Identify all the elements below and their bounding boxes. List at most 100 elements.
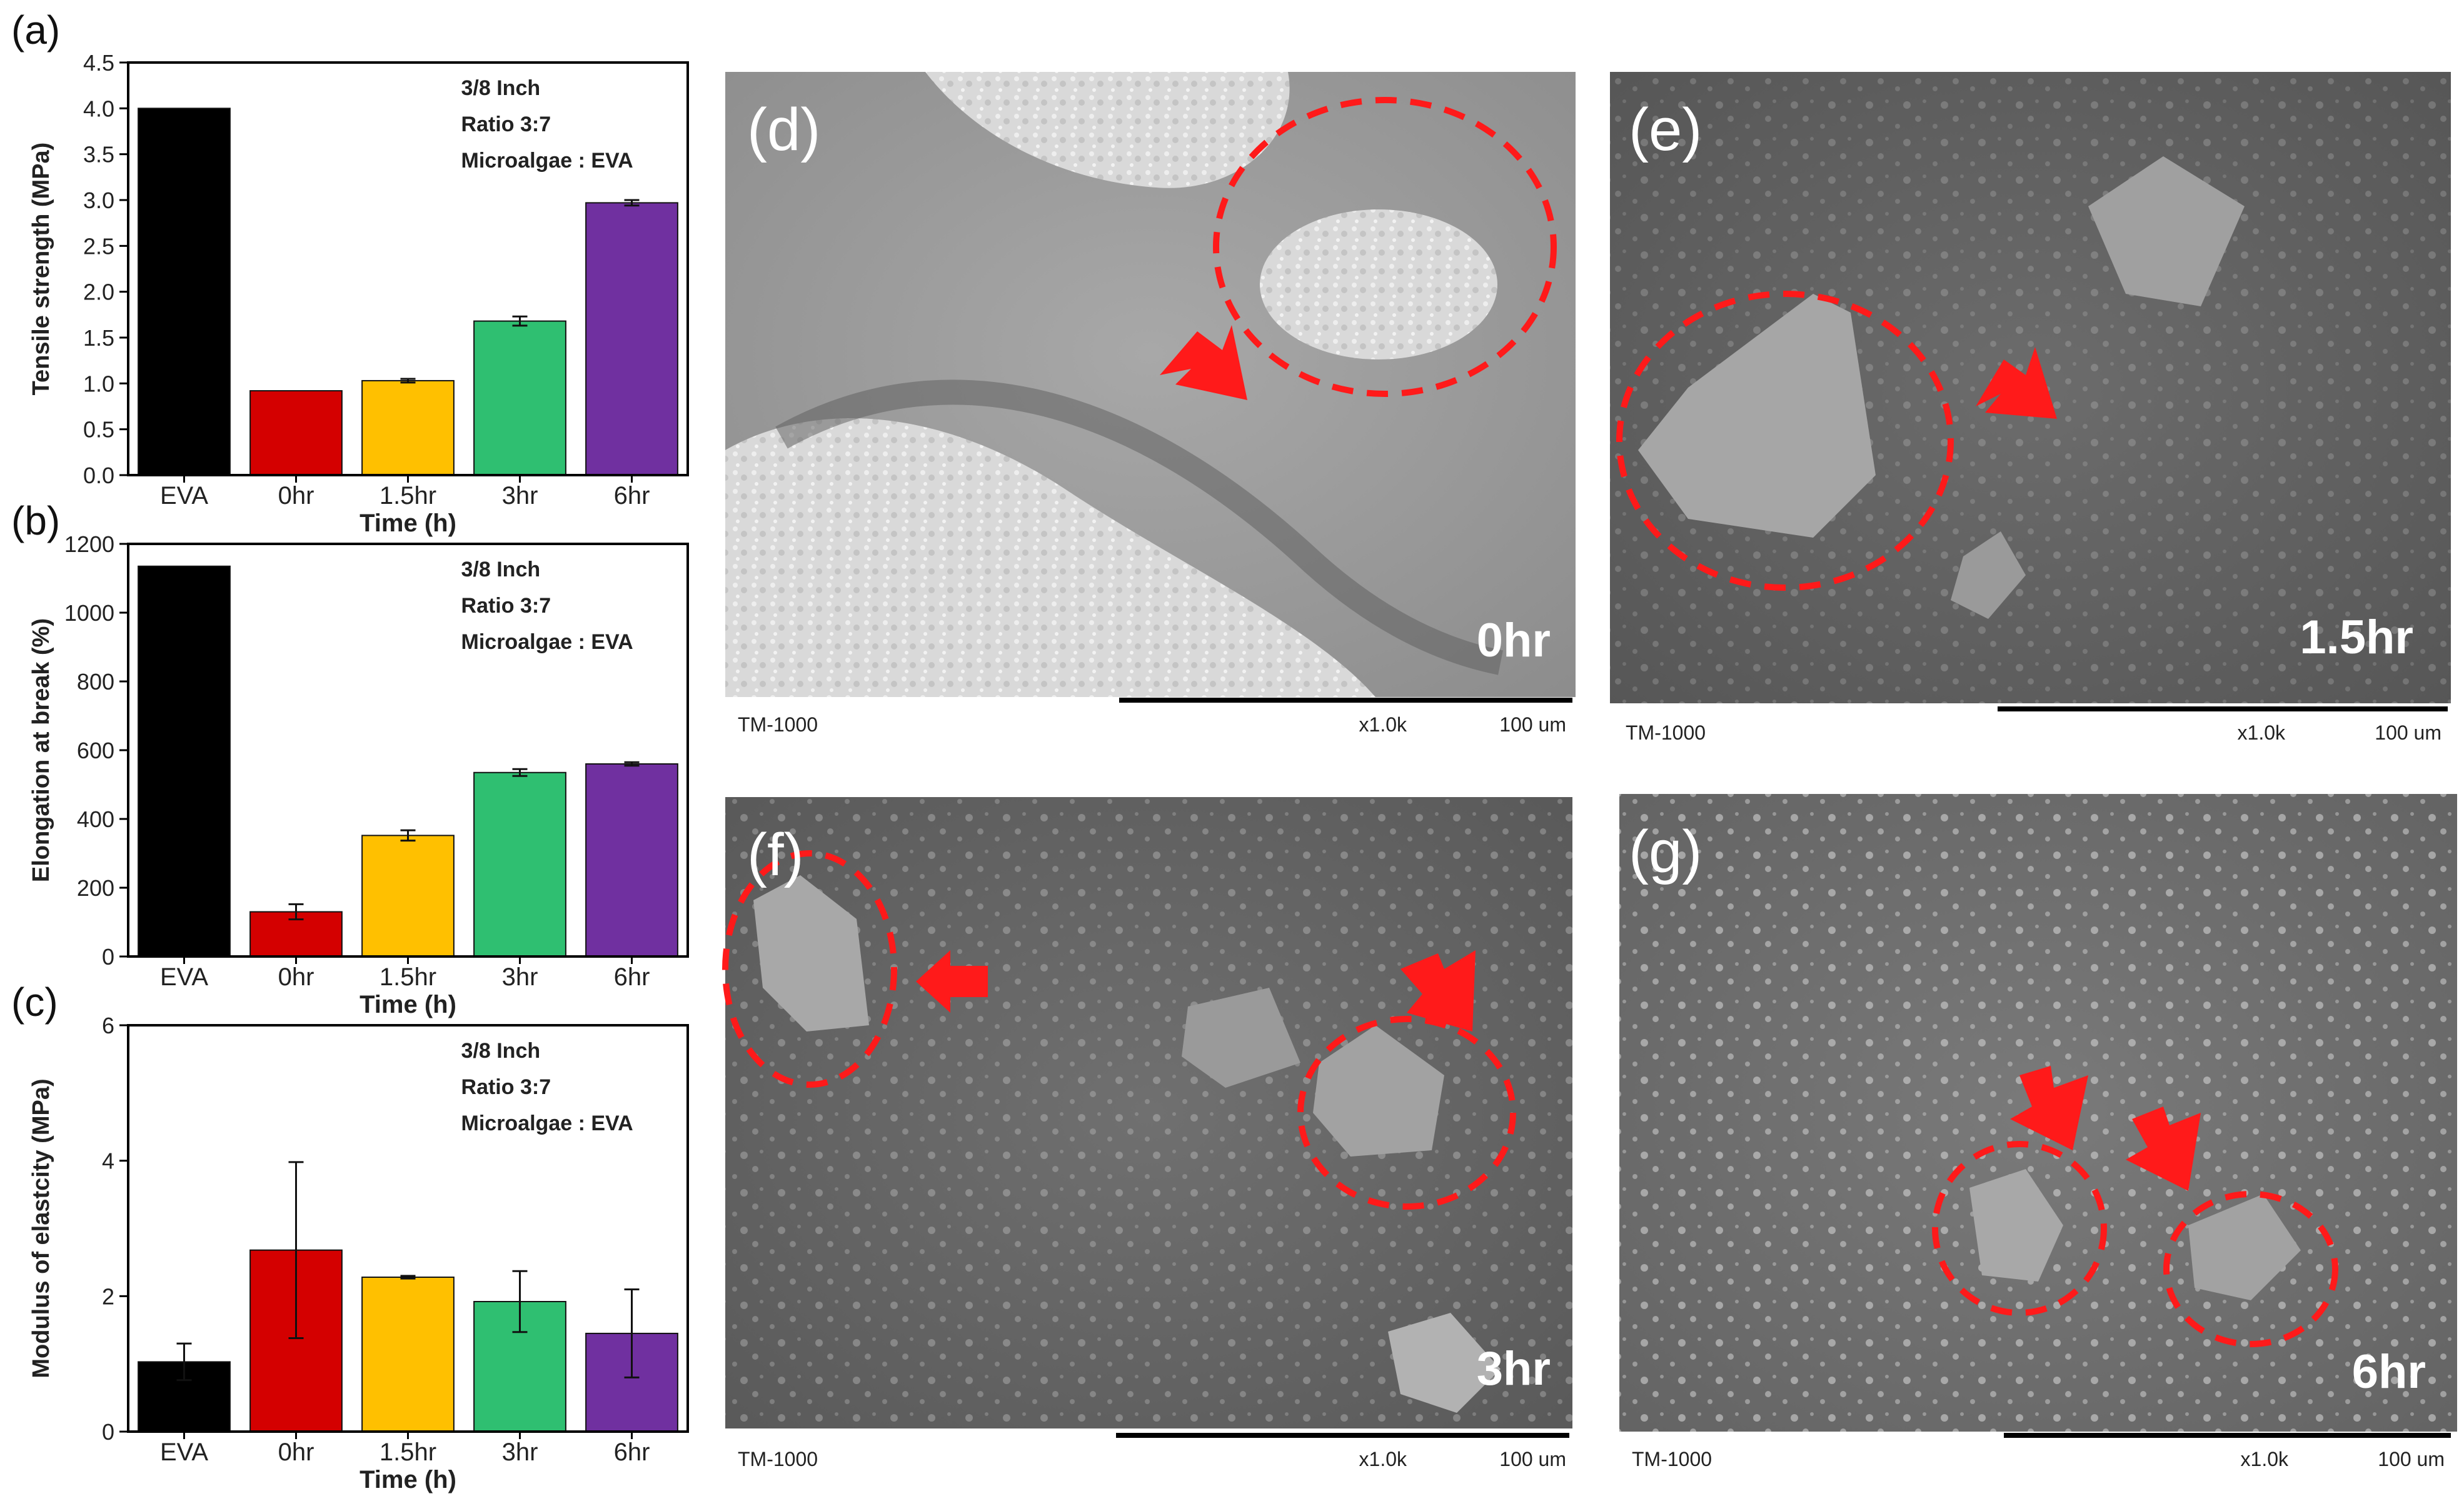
- x-tick-label: 3hr: [502, 482, 538, 510]
- x-tick-label: 3hr: [502, 1438, 538, 1466]
- sem-particle-left: [1969, 1169, 2063, 1282]
- sem-particle-right: [1313, 1025, 1444, 1157]
- sem-scale-bar: [1116, 1433, 1569, 1438]
- bar-3hr: [473, 771, 566, 957]
- y-tick-label: 3.0: [83, 188, 114, 213]
- x-tick-label: 1.5hr: [380, 963, 436, 991]
- x-tick-label: 6hr: [614, 963, 650, 991]
- y-ticks-group: 0.0 0.5 1.0 1.5 2.0 2.5 3.0 3.5 4.0 4.5: [83, 50, 128, 488]
- sem-groove: [775, 379, 1503, 675]
- sem-panel-label-e: (e): [1629, 96, 1702, 163]
- bar-1-5hr: [361, 1277, 455, 1432]
- chart-modulus: 0 2 4 6 EVA 0hr 1.5hr 3hr 6hr Time (h) Modulus …: [28, 1013, 689, 1493]
- y-tick-label: 4.5: [83, 50, 114, 76]
- x-tick-label: 6hr: [614, 482, 650, 510]
- error-bar-0hr: [288, 903, 304, 921]
- error-bar-1-5hr: [400, 829, 416, 842]
- sem-instrument: TM-1000: [738, 1448, 818, 1470]
- plot-frame: [127, 61, 689, 476]
- bars-group: [138, 1161, 678, 1433]
- highlight-circle-right: [2163, 1191, 2338, 1347]
- sem-scale-bar: [1998, 706, 2448, 711]
- sem-image-1-5hr: (e) 1.5hr TM-1000 x1.0k 100 um: [1610, 72, 2451, 744]
- sem-magnification: x1.0k: [2241, 1448, 2289, 1470]
- bar-EVA: [138, 565, 231, 957]
- sem-time-label: 1.5hr: [2300, 611, 2413, 664]
- bars-group: [138, 108, 678, 476]
- error-bar-3hr: [512, 315, 528, 327]
- y-ticks-group: 0 200 400 600 800 1000 1200: [64, 531, 128, 970]
- sem-time-label: 3hr: [1477, 1342, 1551, 1395]
- sem-particle-circled: [1260, 209, 1497, 359]
- y-tick-label: 800: [77, 669, 114, 695]
- error-bar-6hr: [624, 1288, 640, 1378]
- sem-scale-bar: [1119, 698, 1572, 703]
- sem-scale: 100 um: [1499, 1448, 1566, 1470]
- y-tick-label: 1.0: [83, 371, 114, 396]
- y-tick-label: 2: [102, 1283, 114, 1309]
- y-tick-label: 0: [102, 944, 114, 970]
- y-axis-label: Elongation at break (%): [28, 618, 54, 882]
- y-tick-label: 600: [77, 738, 114, 763]
- sem-particle-middle: [1182, 988, 1300, 1088]
- y-tick-label: 1000: [64, 600, 114, 626]
- annotation-size: 3/8 Inch: [461, 76, 541, 100]
- y-tick-label: 3.5: [83, 142, 114, 168]
- sem-panel-label-f: (f): [747, 821, 804, 888]
- sem-scale: 100 um: [1499, 713, 1566, 736]
- sem-scale: 100 um: [2378, 1448, 2445, 1470]
- x-tick-label: 1.5hr: [380, 1438, 436, 1466]
- sem-particle-large: [2088, 156, 2245, 306]
- y-ticks-group: 0 2 4 6: [102, 1013, 128, 1445]
- sem-time-label: 0hr: [1477, 614, 1551, 667]
- bars-group: [138, 565, 678, 958]
- sem-particle-circled: [1638, 294, 1876, 538]
- highlight-arrow-right: [2126, 1107, 2201, 1191]
- error-bar-3hr: [512, 1270, 528, 1333]
- sem-particle-small: [1951, 531, 2026, 619]
- x-axis-label: Time (h): [360, 991, 456, 1018]
- highlight-circle: [1616, 291, 1954, 591]
- y-tick-label: 0.0: [83, 463, 114, 488]
- y-tick-label: 4: [102, 1148, 114, 1174]
- y-tick-label: 0.5: [83, 417, 114, 443]
- annotation-size: 3/8 Inch: [461, 558, 541, 581]
- error-bar-6hr: [624, 199, 640, 207]
- x-tick-label: 6hr: [614, 1438, 650, 1466]
- x-axis-label: Time (h): [360, 510, 456, 537]
- bar-1-5hr: [361, 379, 455, 476]
- sem-particle-bottom-right: [1388, 1313, 1501, 1413]
- sem-magnification: x1.0k: [1359, 713, 1407, 736]
- annotation-composition: Microalgae : EVA: [461, 630, 633, 654]
- annotation-ratio: Ratio 3:7: [461, 113, 551, 136]
- sem-instrument: TM-1000: [1626, 721, 1706, 744]
- x-tick-label: 1.5hr: [380, 482, 436, 510]
- bar-1-5hr: [361, 835, 455, 958]
- y-tick-label: 200: [77, 875, 114, 901]
- y-tick-label: 1200: [64, 531, 114, 557]
- x-axis-label: Time (h): [360, 1466, 456, 1493]
- x-tick-label: EVA: [160, 963, 208, 991]
- sem-particle-bottom: [725, 418, 1375, 697]
- chart-tensile-strength: 0.0 0.5 1.0 1.5 2.0 2.5 3.0 3.5 4.0 4.5 EVA 0hr 1.5…: [28, 50, 689, 537]
- plot-frame: [127, 543, 689, 958]
- sem-particle-top-left: [925, 72, 1290, 188]
- highlight-circle-left: [722, 850, 897, 1088]
- x-tick-label: 0hr: [278, 1438, 314, 1466]
- sem-instrument: TM-1000: [738, 713, 818, 736]
- highlight-arrow: [1160, 325, 1247, 400]
- sem-particle-left: [753, 875, 869, 1032]
- error-bar-1-5hr: [400, 378, 416, 384]
- annotation-ratio: Ratio 3:7: [461, 1075, 551, 1099]
- y-axis-label: Tensile strength (MPa): [28, 143, 54, 396]
- y-tick-label: 0: [102, 1419, 114, 1445]
- highlight-arrow-left: [2010, 1066, 2088, 1150]
- error-bar-3hr: [512, 768, 528, 777]
- y-tick-label: 1.5: [83, 325, 114, 351]
- bar-6hr: [585, 763, 678, 957]
- sem-magnification: x1.0k: [2238, 721, 2286, 744]
- bar-6hr: [585, 202, 678, 476]
- y-tick-label: 400: [77, 806, 114, 832]
- panel-label-a: (a): [11, 8, 60, 53]
- panel-label-b: (b): [11, 498, 60, 543]
